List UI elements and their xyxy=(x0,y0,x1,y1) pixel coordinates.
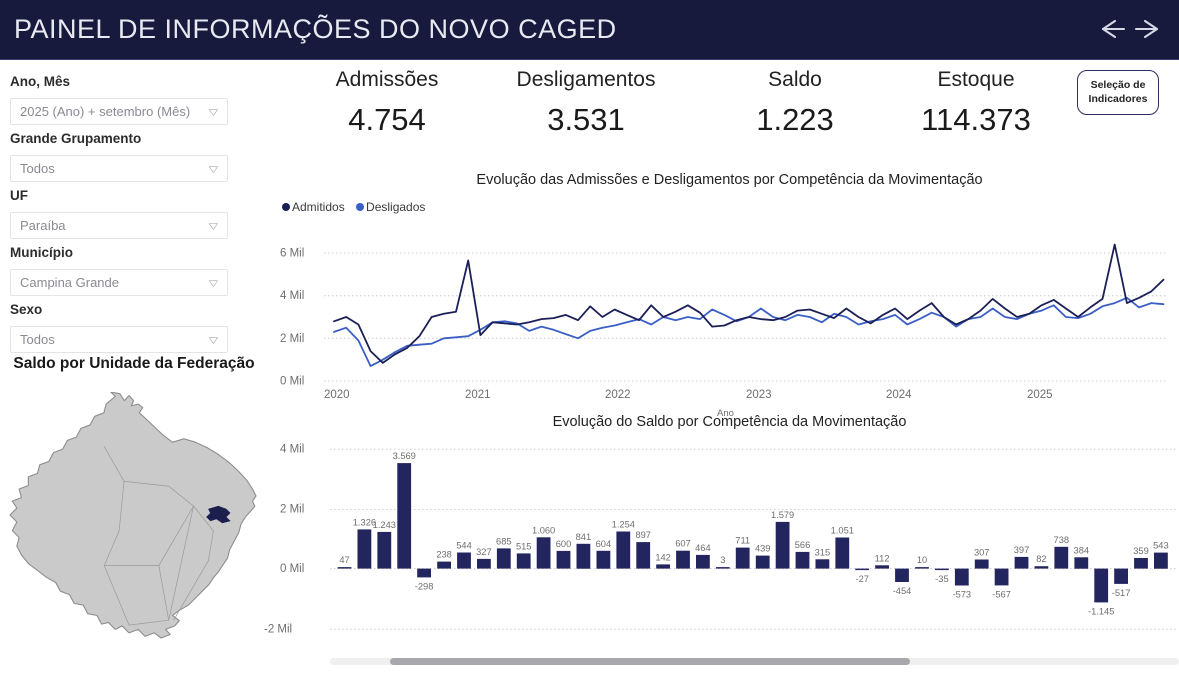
svg-text:841: 841 xyxy=(576,532,592,542)
svg-text:2 Mil: 2 Mil xyxy=(280,333,304,345)
svg-text:397: 397 xyxy=(1014,545,1030,555)
svg-text:0 Mil: 0 Mil xyxy=(280,376,304,388)
svg-text:738: 738 xyxy=(1054,535,1070,545)
svg-text:1.243: 1.243 xyxy=(373,520,396,530)
svg-text:327: 327 xyxy=(476,547,492,557)
svg-text:-454: -454 xyxy=(893,586,912,596)
svg-text:6 Mil: 6 Mil xyxy=(280,248,304,260)
svg-text:82: 82 xyxy=(1036,554,1046,564)
svg-text:4 Mil: 4 Mil xyxy=(280,444,304,456)
svg-text:-1.145: -1.145 xyxy=(1088,607,1114,617)
svg-text:-2 Mil: -2 Mil xyxy=(264,624,292,636)
svg-text:384: 384 xyxy=(1074,545,1090,555)
svg-text:2025: 2025 xyxy=(1027,389,1053,400)
svg-text:600: 600 xyxy=(556,539,572,549)
svg-text:1.579: 1.579 xyxy=(771,510,794,520)
svg-text:566: 566 xyxy=(795,540,811,550)
svg-text:2022: 2022 xyxy=(605,389,631,400)
svg-text:-567: -567 xyxy=(992,589,1011,599)
svg-text:2 Mil: 2 Mil xyxy=(280,504,304,516)
svg-text:-517: -517 xyxy=(1112,588,1131,598)
svg-text:112: 112 xyxy=(875,553,890,563)
svg-text:897: 897 xyxy=(635,530,651,540)
svg-text:1.254: 1.254 xyxy=(612,520,635,530)
svg-text:-298: -298 xyxy=(415,581,434,591)
svg-text:2024: 2024 xyxy=(886,389,912,400)
svg-text:-35: -35 xyxy=(935,574,948,584)
svg-text:3.569: 3.569 xyxy=(393,451,416,461)
svg-text:544: 544 xyxy=(456,541,472,551)
svg-text:10: 10 xyxy=(917,555,927,565)
svg-text:685: 685 xyxy=(496,536,512,546)
svg-text:359: 359 xyxy=(1133,546,1149,556)
svg-text:439: 439 xyxy=(755,544,771,554)
svg-text:3: 3 xyxy=(720,555,725,565)
svg-text:47: 47 xyxy=(339,555,349,565)
svg-text:711: 711 xyxy=(735,536,750,546)
svg-text:-573: -573 xyxy=(952,590,971,600)
svg-text:238: 238 xyxy=(436,550,452,560)
svg-text:2023: 2023 xyxy=(746,389,772,400)
svg-text:2020: 2020 xyxy=(324,389,350,400)
svg-text:1.051: 1.051 xyxy=(831,526,854,536)
svg-text:307: 307 xyxy=(974,548,990,558)
svg-text:543: 543 xyxy=(1153,541,1169,551)
svg-text:-27: -27 xyxy=(855,574,868,584)
svg-text:604: 604 xyxy=(596,539,612,549)
svg-text:315: 315 xyxy=(815,547,831,557)
svg-text:142: 142 xyxy=(655,552,671,562)
svg-text:0 Mil: 0 Mil xyxy=(280,563,304,575)
svg-text:464: 464 xyxy=(695,543,711,553)
svg-text:4 Mil: 4 Mil xyxy=(280,290,304,302)
svg-text:515: 515 xyxy=(516,541,532,551)
svg-text:607: 607 xyxy=(675,539,691,549)
svg-text:1.060: 1.060 xyxy=(532,525,555,535)
svg-text:2021: 2021 xyxy=(465,389,491,400)
